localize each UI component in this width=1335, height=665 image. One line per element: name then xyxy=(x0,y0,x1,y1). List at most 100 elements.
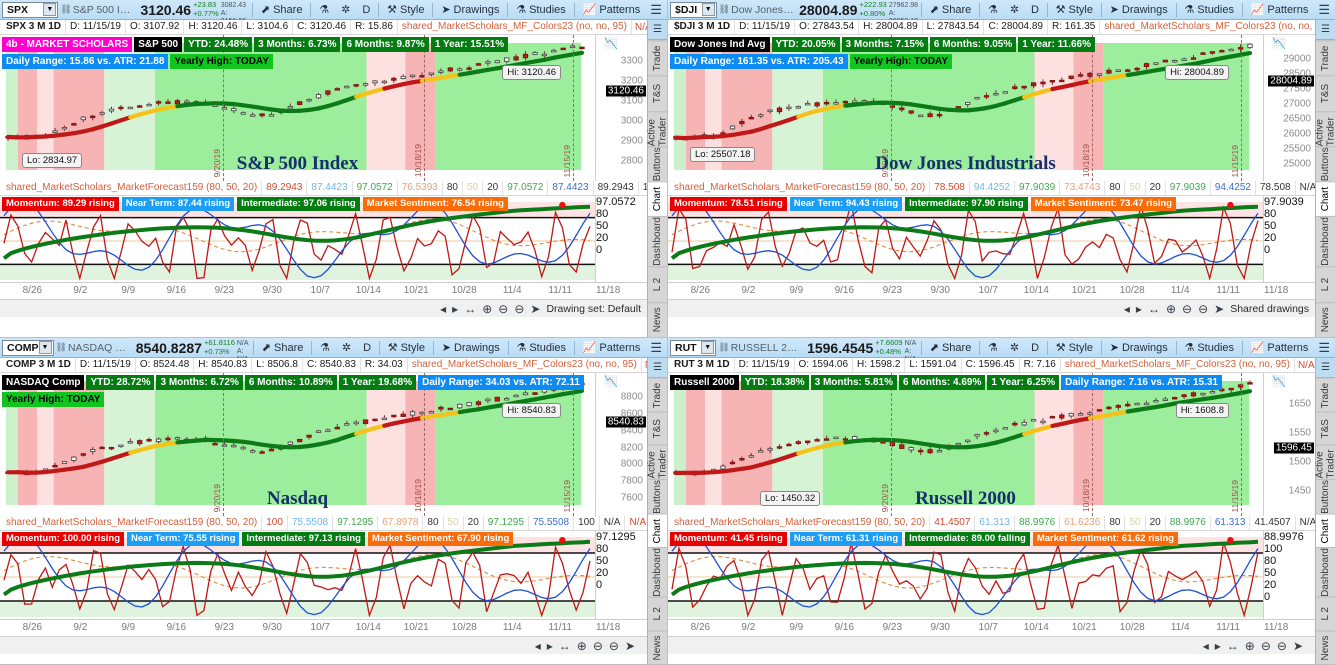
chevron-down-icon[interactable]: ▼ xyxy=(43,3,57,16)
drawing-set-label[interactable]: Drawing set: Default xyxy=(546,302,641,315)
hamburger-icon[interactable]: ☰ xyxy=(650,339,663,355)
price-chart-area[interactable]: 4b - MARKET SCHOLARS S&P 500 YTD: 24.48% 3 … xyxy=(0,35,647,181)
step-right-icon[interactable]: ▸ xyxy=(452,301,459,316)
step-left-icon[interactable]: ◂ xyxy=(534,638,541,653)
axis-scale-icon[interactable]: 📉 xyxy=(1272,38,1286,50)
crosshair-icon[interactable]: ⊕ xyxy=(1244,638,1255,653)
indicator-study-label[interactable]: shared_MarketScholars_MarketForecast159 … xyxy=(670,516,931,530)
price-plot[interactable]: Russell 2000 YTD: 18.38% 3 Months: 5.81% 6 … xyxy=(668,373,1263,516)
price-chart-area[interactable]: Dow Jones Ind Avg YTD: 20.05% 3 Months: 7.… xyxy=(668,35,1315,181)
rail-tab-dashboard[interactable]: Dashboard xyxy=(648,547,667,597)
rail-menu-icon[interactable]: ☰ xyxy=(1316,20,1335,40)
hamburger-icon[interactable]: ☰ xyxy=(650,1,662,17)
rail-tab-buttons[interactable]: Buttons xyxy=(648,478,667,514)
patterns-button[interactable]: 📈 Patterns xyxy=(1250,341,1309,355)
chevron-down-icon[interactable]: ▼ xyxy=(701,341,715,354)
cursor-icon[interactable]: ➤ xyxy=(1214,301,1225,316)
drawings-button[interactable]: ➤ Drawings xyxy=(1109,341,1168,355)
crosshair-icon[interactable]: ⊕ xyxy=(482,301,493,316)
symbol-input[interactable]: COMP ▼ xyxy=(2,339,54,356)
indicator-plot[interactable]: Momentum: 41.45 rising Near Term: 61.31 r… xyxy=(668,531,1263,619)
rail-tab-trade[interactable]: Trade xyxy=(1316,378,1335,412)
indicator-study-label[interactable]: shared_MarketScholars_MarketForecast159 … xyxy=(670,181,931,195)
indicator-pane[interactable]: Momentum: 89.29 rising Near Term: 87.44 r… xyxy=(0,196,647,282)
price-chart-area[interactable]: Russell 2000 YTD: 18.38% 3 Months: 5.81% 6 … xyxy=(668,373,1315,516)
chevron-down-icon[interactable]: ▼ xyxy=(38,341,52,354)
rail-tab-chart[interactable]: Chart xyxy=(1316,513,1335,548)
rail-tab-t-s[interactable]: T&S xyxy=(648,411,667,446)
study-name-label[interactable]: shared_MarketScholars_MF_Colors23 (no, n… xyxy=(398,20,632,34)
rail-tab-active-trader[interactable]: Active Trader xyxy=(647,445,667,479)
settings-button[interactable]: ✲ xyxy=(1005,1,1024,19)
crosshair-icon[interactable]: ⊕ xyxy=(576,638,587,653)
studies-button[interactable]: ⚗ Studies xyxy=(1184,3,1234,17)
rail-tab-l-2[interactable]: L 2 xyxy=(648,596,667,631)
flask-button[interactable]: ⚗ xyxy=(983,1,1003,19)
chevron-down-icon[interactable]: ▼ xyxy=(701,3,715,16)
zoom-out-icon[interactable]: ⊖ xyxy=(608,638,619,653)
style-button[interactable]: ⚒ Style xyxy=(1055,341,1094,355)
indicator-plot[interactable]: Momentum: 89.29 rising Near Term: 87.44 r… xyxy=(0,196,595,282)
rail-tab-trade[interactable]: Trade xyxy=(1316,40,1335,76)
rail-tab-l-2[interactable]: L 2 xyxy=(1316,596,1335,631)
price-chart-area[interactable]: NASDAQ Comp YTD: 28.72% 3 Months: 6.72% 6 M… xyxy=(0,373,647,516)
axis-scale-icon[interactable]: 📉 xyxy=(1272,376,1286,388)
step-left-icon[interactable]: ◂ xyxy=(440,301,447,316)
hamburger-icon[interactable]: ☰ xyxy=(1318,339,1331,355)
rail-tab-dashboard[interactable]: Dashboard xyxy=(1316,547,1335,597)
indicator-axis[interactable]: 97.0572 80 50 20 0 xyxy=(595,196,647,282)
pan-icon[interactable]: ↔ xyxy=(464,301,477,316)
rail-tab-buttons[interactable]: Buttons xyxy=(1316,145,1335,182)
axis-scale-icon[interactable]: 📉 xyxy=(604,38,618,50)
patterns-button[interactable]: 📈 Patterns xyxy=(582,341,641,355)
zoom-out-icon[interactable]: ⊖ xyxy=(1198,301,1209,316)
price-axis[interactable]: 📉 1650 1550 1500 1450 1596.45 xyxy=(1263,373,1315,516)
symbol-input[interactable]: $DJI ▼ xyxy=(670,1,717,18)
rail-tab-trade[interactable]: Trade xyxy=(648,40,667,76)
price-axis[interactable]: 📉 29000 28500 27500 27000 26500 26000 25500 2500… xyxy=(1263,35,1315,181)
studies-button[interactable]: ⚗ Studies xyxy=(1184,341,1235,355)
patterns-button[interactable]: 📈 Patterns xyxy=(582,3,641,17)
price-axis[interactable]: 📉 8800 8600 8400 8200 8000 7800 7600 8540.83 xyxy=(595,373,647,516)
rail-tab-active-trader[interactable]: Active Trader xyxy=(1315,445,1335,479)
hamburger-icon[interactable]: ☰ xyxy=(1318,1,1330,17)
indicator-axis[interactable]: 97.9039 80 50 20 0 xyxy=(1263,196,1315,282)
price-plot[interactable]: 4b - MARKET SCHOLARS S&P 500 YTD: 24.48% 3 … xyxy=(0,35,595,181)
step-left-icon[interactable]: ◂ xyxy=(1123,301,1130,316)
timeframe-button[interactable]: D xyxy=(363,341,372,354)
cursor-icon[interactable]: ➤ xyxy=(530,301,541,316)
symbol-input[interactable]: SPX ▼ xyxy=(2,1,59,18)
price-axis[interactable]: 📉 3300 3200 3100 3000 2900 2800 3120.46 xyxy=(595,35,647,181)
flask-button[interactable]: ⚗ xyxy=(315,339,335,357)
rail-tab-t-s[interactable]: T&S xyxy=(1316,75,1335,111)
indicator-study-label[interactable]: shared_MarketScholars_MarketForecast159 … xyxy=(2,516,263,530)
drawing-set-label[interactable]: Shared drawings xyxy=(1230,302,1309,315)
flask-button[interactable]: ⚗ xyxy=(983,339,1003,357)
indicator-pane[interactable]: Momentum: 78.51 rising Near Term: 94.43 r… xyxy=(668,196,1315,282)
link-icon[interactable]: ⛓ xyxy=(718,4,730,14)
zoom-in-icon[interactable]: ⊖ xyxy=(592,638,603,653)
zoom-out-icon[interactable]: ⊖ xyxy=(514,301,525,316)
studies-button[interactable]: ⚗ Studies xyxy=(516,3,566,17)
rail-tab-chart[interactable]: Chart xyxy=(648,513,667,548)
indicator-study-label[interactable]: shared_MarketScholars_MarketForecast159 … xyxy=(2,181,263,195)
zoom-in-icon[interactable]: ⊖ xyxy=(1260,638,1271,653)
symbol-input[interactable]: RUT ▼ xyxy=(670,339,717,356)
rail-tab-chart[interactable]: Chart xyxy=(648,181,667,217)
patterns-button[interactable]: 📈 Patterns xyxy=(1250,3,1309,17)
timeframe-button[interactable]: D xyxy=(1031,3,1039,16)
rail-menu-icon[interactable]: ☰ xyxy=(1316,358,1335,378)
share-button[interactable]: ⬈ Share xyxy=(929,341,972,355)
step-right-icon[interactable]: ▸ xyxy=(546,638,553,653)
zoom-out-icon[interactable]: ⊖ xyxy=(1276,638,1287,653)
indicator-plot[interactable]: Momentum: 78.51 rising Near Term: 94.43 r… xyxy=(668,196,1263,282)
rail-tab-l-2[interactable]: L 2 xyxy=(1316,266,1335,302)
flask-button[interactable]: ⚗ xyxy=(314,1,334,19)
indicator-pane[interactable]: Momentum: 41.45 rising Near Term: 61.31 r… xyxy=(668,531,1315,619)
rail-tab-active-trader[interactable]: Active Trader xyxy=(647,110,667,146)
rail-tab-news[interactable]: News xyxy=(1316,301,1335,337)
settings-button[interactable]: ✲ xyxy=(336,1,355,19)
study-name-label[interactable]: shared_MarketScholars_MF_Colors23 (no, n… xyxy=(408,358,642,372)
rail-tab-t-s[interactable]: T&S xyxy=(648,75,667,111)
style-button[interactable]: ⚒ Style xyxy=(387,3,425,17)
